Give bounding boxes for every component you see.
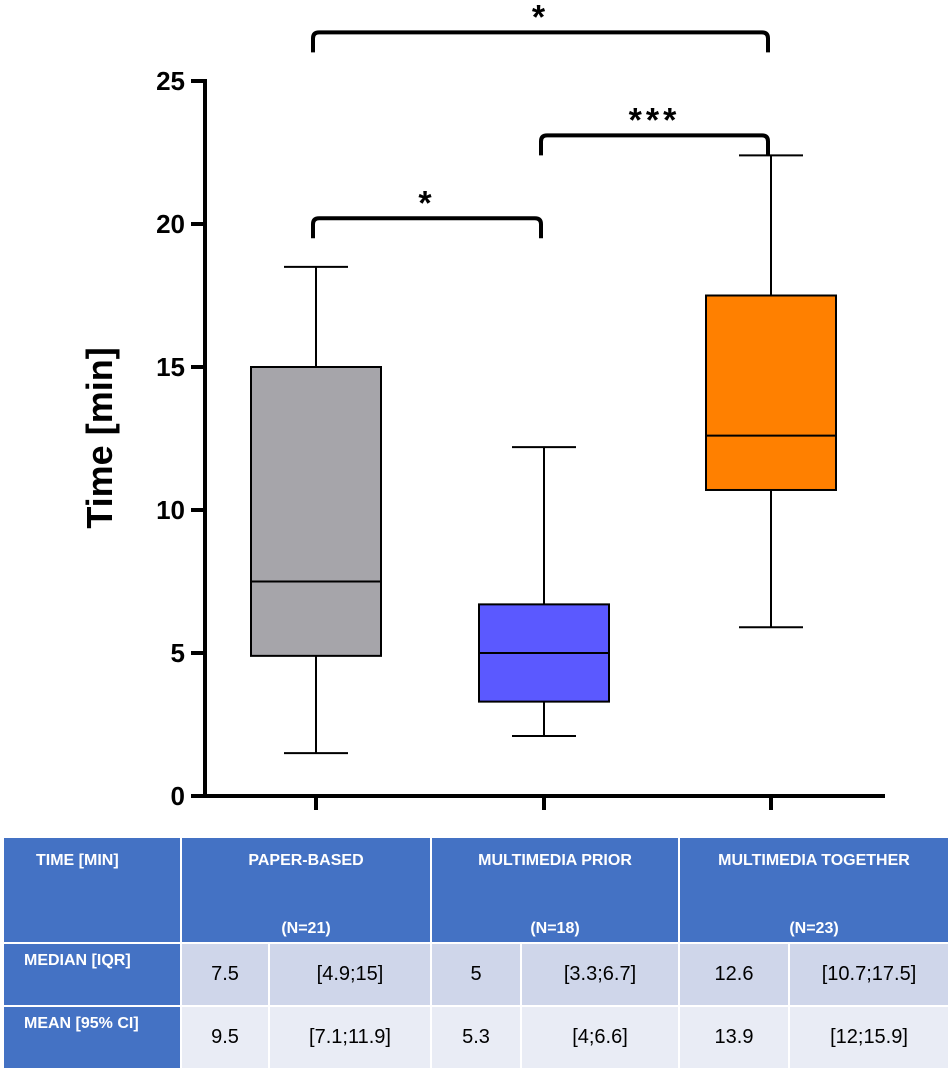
- y-tick-label: 20: [156, 209, 185, 239]
- row-label: MEAN [95% CI]: [2, 1005, 182, 1070]
- significance-label: ***: [629, 101, 681, 139]
- table-cell: 7.5: [180, 942, 270, 1007]
- table-cell: 5.3: [430, 1005, 522, 1070]
- table-cell: 12.6: [678, 942, 790, 1007]
- table-cell: [7.1;11.9]: [268, 1005, 432, 1070]
- significance-bracket: [539, 133, 770, 156]
- stats-header-label: TIME [MIN]: [2, 836, 182, 944]
- header-n: (N=21): [281, 920, 331, 937]
- box-iqr: [250, 366, 382, 657]
- significance-label: *: [532, 0, 549, 36]
- table-cell: 5: [430, 942, 522, 1007]
- significance-bracket: [311, 216, 543, 239]
- row-label: MEDIAN [IQR]: [2, 942, 182, 1007]
- significance-label: *: [418, 184, 435, 222]
- table-cell: [4.9;15]: [268, 942, 432, 1007]
- box-iqr: [705, 294, 837, 491]
- header-n: (N=18): [530, 920, 580, 937]
- table-row-median: MEDIAN [IQR] 7.5 [4.9;15] 5 [3.3;6.7] 12…: [2, 942, 950, 1007]
- y-tick-label: 15: [156, 352, 185, 382]
- table-row-mean: MEAN [95% CI] 9.5 [7.1;11.9] 5.3 [4;6.6]…: [2, 1005, 950, 1070]
- table-cell: 13.9: [678, 1005, 790, 1070]
- header-title: MULTIMEDIA TOGETHER: [718, 852, 910, 869]
- y-tick-label: 5: [171, 638, 185, 668]
- header-multimedia-prior: MULTIMEDIA PRIOR (N=18): [430, 836, 680, 944]
- header-title: MULTIMEDIA PRIOR: [478, 852, 632, 869]
- y-tick-label: 0: [171, 781, 185, 811]
- header-n: (N=23): [789, 920, 839, 937]
- header-title: PAPER-BASED: [248, 852, 364, 869]
- y-tick-label: 10: [156, 495, 185, 525]
- significance-bracket: [311, 30, 770, 53]
- y-axis-title: Time [min]: [79, 347, 120, 528]
- table-cell: [3.3;6.7]: [520, 942, 680, 1007]
- header-paper-based: PAPER-BASED (N=21): [180, 836, 432, 944]
- header-multimedia-together: MULTIMEDIA TOGETHER (N=23): [678, 836, 950, 944]
- stats-table: TIME [MIN] PAPER-BASED (N=21) MULTIMEDIA…: [2, 836, 950, 1070]
- table-cell: 9.5: [180, 1005, 270, 1070]
- table-cell: [10.7;17.5]: [788, 942, 950, 1007]
- table-cell: [4;6.6]: [520, 1005, 680, 1070]
- stats-header-row: TIME [MIN] PAPER-BASED (N=21) MULTIMEDIA…: [2, 836, 950, 944]
- y-tick-label: 25: [156, 66, 185, 96]
- table-cell: [12;15.9]: [788, 1005, 950, 1070]
